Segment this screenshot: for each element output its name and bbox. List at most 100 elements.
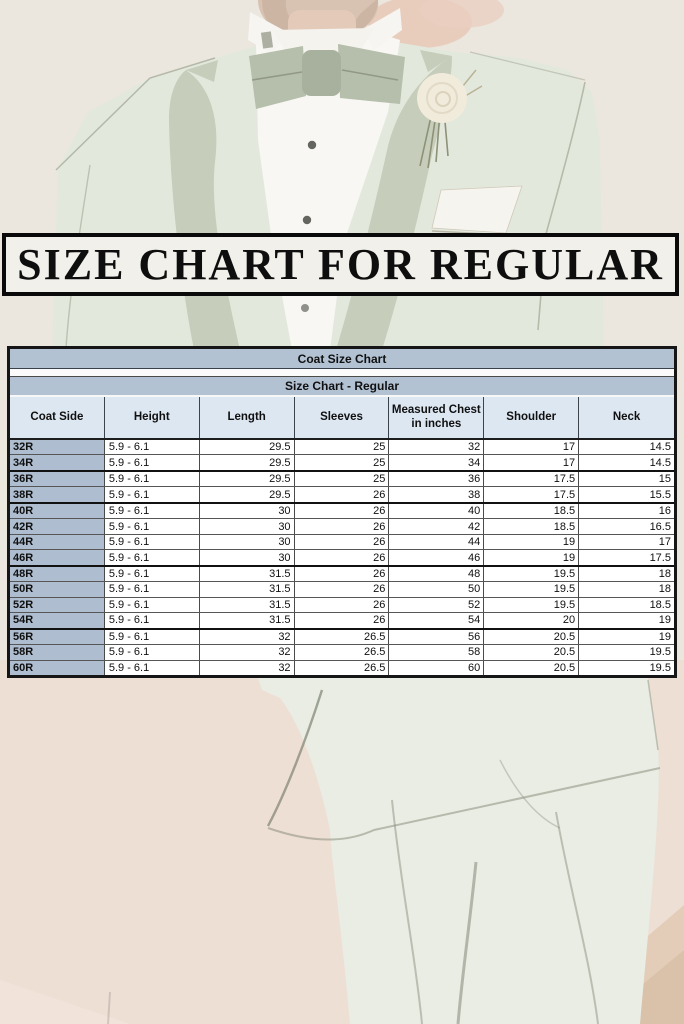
table-row: 32R 5.9 - 6.1 29.5 25 32 17 14.5 [10,440,674,456]
value-cell: 26 [295,582,390,597]
value-cell: 26 [295,550,390,565]
collar-right [362,8,402,50]
size-cell: 52R [10,597,105,613]
column-header: Length [200,397,295,438]
shirt-button-3 [301,304,309,312]
value-cell: 31.5 [200,613,295,628]
value-cell: 32 [200,645,295,660]
value-cell: 48 [389,566,485,582]
value-cell: 5.9 - 6.1 [105,440,200,455]
lapel-left-peak [186,60,218,82]
size-cell: 38R [10,487,105,502]
column-header: Measured Chest in inches [389,397,485,438]
size-cell: 34R [10,455,105,470]
value-cell: 29.5 [200,487,295,502]
value-cell: 32 [389,440,485,455]
table-subtitle: Size Chart - Regular [10,377,674,397]
value-cell: 52 [389,597,485,613]
boutonniere [417,69,483,169]
value-cell: 20.5 [484,645,580,660]
right-arm-seam [537,81,586,331]
value-cell: 17.5 [484,487,580,502]
value-cell: 19.5 [484,597,580,613]
value-cell: 26 [295,519,390,534]
value-cell: 18 [658,583,671,596]
inseam-shadow [456,861,478,1024]
banner: SIZE CHART FOR REGULAR [2,233,679,296]
size-cell: 44R [10,534,105,550]
boutonniere-petals-outer [426,82,458,114]
table-header-row: Coat Side Height Length Sleeves Measured Che… [10,397,674,440]
table-row: 40R 5.9 - 6.1 30 26 40 18.5 16 [10,503,674,520]
size-cell: 54R [10,613,105,628]
value-cell: 5.9 - 6.1 [105,503,200,519]
table-title: Coat Size Chart [10,349,674,369]
bow-tie-left-wing [249,46,306,109]
value-cell: 19.5 [484,582,580,597]
value-cell: 17 [484,455,580,470]
value-cell: 34 [389,455,485,470]
trousers-and-hem [258,678,659,1024]
value-cell: 19.5 [649,646,671,659]
value-cell: 46 [389,550,485,565]
value-cell: 26.5 [295,629,390,645]
table-row: 48R 5.9 - 6.1 31.5 26 48 19.5 18 [10,566,674,583]
table-row: 56R 5.9 - 6.1 32 26.5 56 20.5 19 [10,629,674,646]
column-header: Neck [612,410,641,423]
value-cell: 17.5 [484,471,580,487]
value-cell: 5.9 - 6.1 [105,645,200,660]
value-cell: 19.5 [484,566,580,582]
size-cell: 58R [10,645,105,660]
value-cell: 40 [389,503,485,519]
value-cell: 5.9 - 6.1 [105,597,200,613]
value-cell: 5.9 - 6.1 [105,455,200,470]
table-row: 44R 5.9 - 6.1 30 26 44 19 17 [10,534,674,551]
size-cell: 32R [10,440,105,455]
value-cell: 19 [484,534,580,550]
collar-shadow [260,31,274,49]
table-row: 36R 5.9 - 6.1 29.5 25 36 17.5 15 [10,471,674,488]
value-cell: 15.5 [649,488,671,501]
table-row: 58R 5.9 - 6.1 32 26.5 58 20.5 19.5 [10,645,674,661]
value-cell: 26 [295,487,390,502]
bow-tie-knot [302,50,341,96]
wall-bottom-left [0,980,130,1024]
value-cell: 26.5 [295,660,390,676]
column-header: Shoulder [484,397,580,438]
value-cell: 29.5 [200,440,295,455]
value-cell: 30 [200,519,295,534]
jacket-hem-line [267,767,661,841]
banner-title: SIZE CHART FOR REGULAR [17,240,664,289]
table-body: 32R 5.9 - 6.1 29.5 25 32 17 14.5 34R 5.9 - 6.1 29… [10,440,674,676]
value-cell: 19 [658,614,671,627]
jacket-right-edge [647,679,659,751]
value-cell: 36 [389,471,485,487]
value-cell: 5.9 - 6.1 [105,534,200,550]
jacket-front-edge [266,689,324,827]
left-leg-crease [391,799,423,1024]
bow-tie-folds [251,69,399,81]
value-cell: 17 [658,536,671,549]
value-cell: 25 [295,471,390,487]
table-row: 54R 5.9 - 6.1 31.5 26 54 20 19 [10,613,674,630]
value-cell: 26 [295,566,390,582]
table-row: 50R 5.9 - 6.1 31.5 26 50 19.5 18 [10,582,674,598]
value-cell: 26 [295,503,390,519]
skin-blur-2 [420,0,504,28]
table-row: 60R 5.9 - 6.1 32 26.5 60 20.5 19.5 [10,660,674,676]
value-cell: 19.5 [649,661,671,674]
value-cell: 14.5 [649,456,671,469]
column-header: Height [105,397,200,438]
left-shoulder-seam [55,57,216,171]
value-cell: 54 [389,613,485,628]
value-cell: 29.5 [200,455,295,470]
value-cell: 16 [658,505,671,518]
bow-tie-right-wing [338,44,405,104]
value-cell: 5.9 - 6.1 [105,613,200,628]
value-cell: 17.5 [649,551,671,564]
value-cell: 32 [200,660,295,676]
right-shoulder-seam [469,51,586,81]
boutonniere-stems [419,109,449,169]
value-cell: 18.5 [484,503,580,519]
